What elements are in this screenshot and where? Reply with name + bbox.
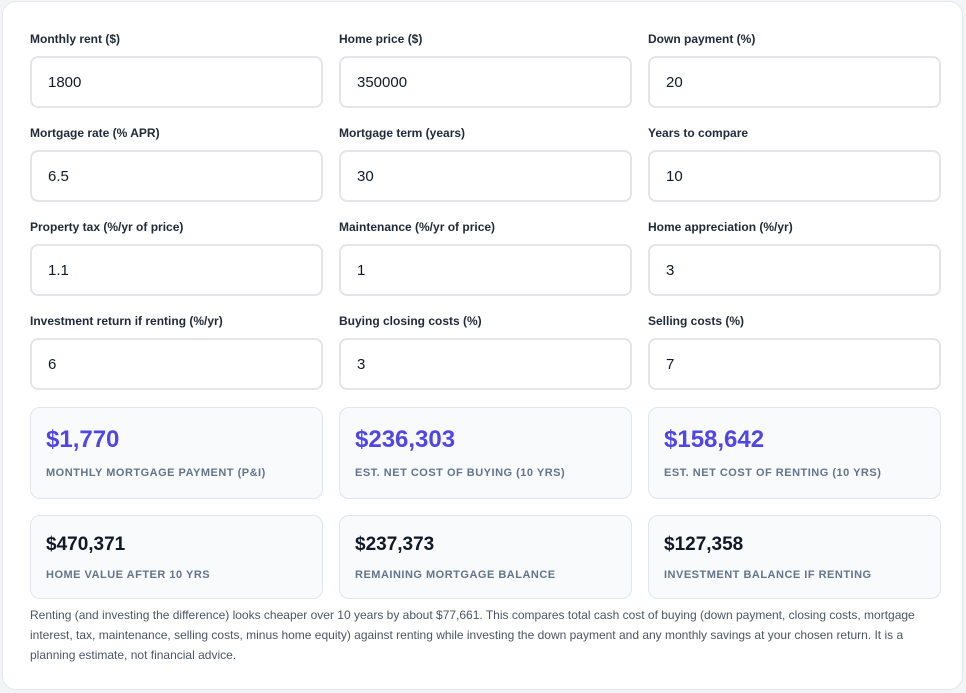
maintenance-field: Maintenance (%/yr of price): [339, 220, 632, 296]
years-to-compare-field: Years to compare: [648, 126, 941, 202]
home-value-stat: $470,371 Home value after 10 yrs: [30, 515, 323, 599]
down-payment-input[interactable]: [648, 56, 941, 108]
buying-closing-costs-label: Buying closing costs (%): [339, 314, 482, 328]
mortgage-balance-stat: $237,373 Remaining mortgage balance: [339, 515, 632, 599]
monthly-payment-caption: Monthly mortgage payment (P&I): [46, 467, 266, 479]
monthly-rent-field: Monthly rent ($): [30, 32, 323, 108]
investment-balance-value: $127,358: [664, 534, 744, 555]
mortgage-term-label: Mortgage term (years): [339, 126, 466, 140]
selling-costs-input[interactable]: [648, 338, 941, 390]
net-cost-renting-caption: Est. net cost of renting (10 yrs): [664, 467, 882, 479]
mortgage-rate-label: Mortgage rate (% APR): [30, 126, 160, 140]
mortgage-rate-input[interactable]: [30, 150, 323, 202]
years-to-compare-label: Years to compare: [648, 126, 749, 140]
mortgage-term-field: Mortgage term (years): [339, 126, 632, 202]
results-grid: $1,770 Monthly mortgage payment (P&I) $2…: [30, 407, 941, 599]
investment-balance-caption: Investment balance if renting: [664, 569, 872, 581]
property-tax-input[interactable]: [30, 244, 323, 296]
investment-return-input[interactable]: [30, 338, 323, 390]
input-grid: Monthly rent ($) Home price ($) Down pay…: [30, 32, 941, 390]
years-to-compare-input[interactable]: [648, 150, 941, 202]
mortgage-balance-caption: Remaining mortgage balance: [355, 569, 556, 581]
home-appreciation-label: Home appreciation (%/yr): [648, 220, 793, 234]
property-tax-label: Property tax (%/yr of price): [30, 220, 184, 234]
home-value-value: $470,371: [46, 534, 126, 555]
investment-balance-stat: $127,358 Investment balance if renting: [648, 515, 941, 599]
down-payment-field: Down payment (%): [648, 32, 941, 108]
mortgage-balance-value: $237,373: [355, 534, 435, 555]
monthly-payment-value: $1,770: [46, 426, 120, 453]
net-cost-renting-stat: $158,642 Est. net cost of renting (10 yr…: [648, 407, 941, 499]
monthly-rent-label: Monthly rent ($): [30, 32, 120, 46]
home-price-label: Home price ($): [339, 32, 423, 46]
buying-closing-costs-input[interactable]: [339, 338, 632, 390]
monthly-rent-input[interactable]: [30, 56, 323, 108]
home-price-input[interactable]: [339, 56, 632, 108]
net-cost-buying-caption: Est. net cost of buying (10 yrs): [355, 467, 566, 479]
home-value-caption: Home value after 10 yrs: [46, 569, 211, 581]
investment-return-field: Investment return if renting (%/yr): [30, 314, 323, 390]
summary-text: Renting (and investing the difference) l…: [30, 608, 915, 662]
mortgage-rate-field: Mortgage rate (% APR): [30, 126, 323, 202]
home-appreciation-field: Home appreciation (%/yr): [648, 220, 941, 296]
selling-costs-field: Selling costs (%): [648, 314, 941, 390]
net-cost-buying-stat: $236,303 Est. net cost of buying (10 yrs…: [339, 407, 632, 499]
mortgage-term-input[interactable]: [339, 150, 632, 202]
property-tax-field: Property tax (%/yr of price): [30, 220, 323, 296]
net-cost-renting-value: $158,642: [664, 426, 765, 453]
home-price-field: Home price ($): [339, 32, 632, 108]
home-appreciation-input[interactable]: [648, 244, 941, 296]
maintenance-label: Maintenance (%/yr of price): [339, 220, 496, 234]
net-cost-buying-value: $236,303: [355, 426, 456, 453]
buying-closing-costs-field: Buying closing costs (%): [339, 314, 632, 390]
maintenance-input[interactable]: [339, 244, 632, 296]
monthly-payment-stat: $1,770 Monthly mortgage payment (P&I): [30, 407, 323, 499]
selling-costs-label: Selling costs (%): [648, 314, 745, 328]
down-payment-label: Down payment (%): [648, 32, 756, 46]
investment-return-label: Investment return if renting (%/yr): [30, 314, 223, 328]
